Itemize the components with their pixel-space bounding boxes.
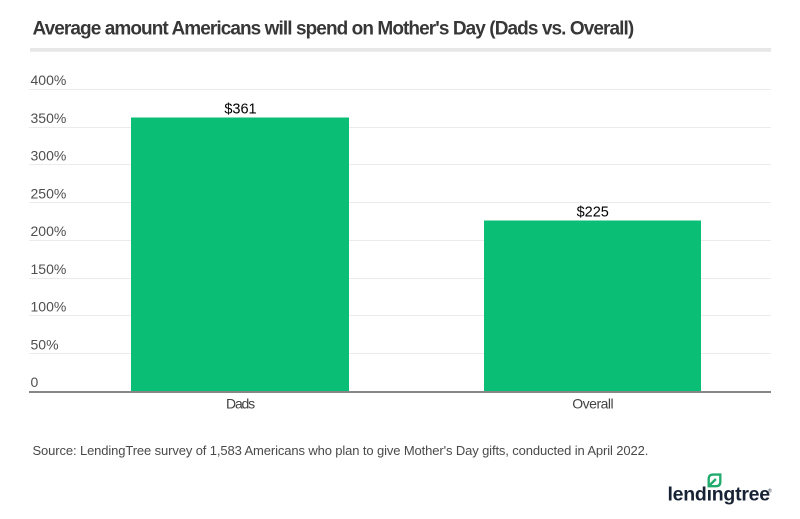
svg-text:Source: LendingTree survey of: Source: LendingTree survey of 1,583 Amer… [33, 443, 649, 458]
svg-text:Average amount Americans will: Average amount Americans will spend on M… [33, 18, 634, 39]
svg-text:300%: 300% [31, 148, 67, 164]
svg-text:150%: 150% [31, 261, 67, 277]
svg-text:350%: 350% [31, 110, 67, 126]
svg-text:Overall: Overall [572, 396, 613, 412]
svg-text:$361: $361 [224, 102, 256, 118]
svg-text:Dads: Dads [226, 396, 255, 412]
svg-text:100%: 100% [31, 299, 67, 315]
svg-text:250%: 250% [31, 185, 67, 201]
svg-text:400%: 400% [31, 72, 67, 88]
svg-text:50%: 50% [31, 336, 59, 352]
svg-text:®: ® [768, 488, 772, 495]
svg-text:$225: $225 [577, 205, 609, 221]
svg-text:200%: 200% [31, 223, 67, 239]
svg-text:lendıngtree: lendıngtree [668, 483, 771, 505]
svg-text:0: 0 [31, 374, 39, 390]
